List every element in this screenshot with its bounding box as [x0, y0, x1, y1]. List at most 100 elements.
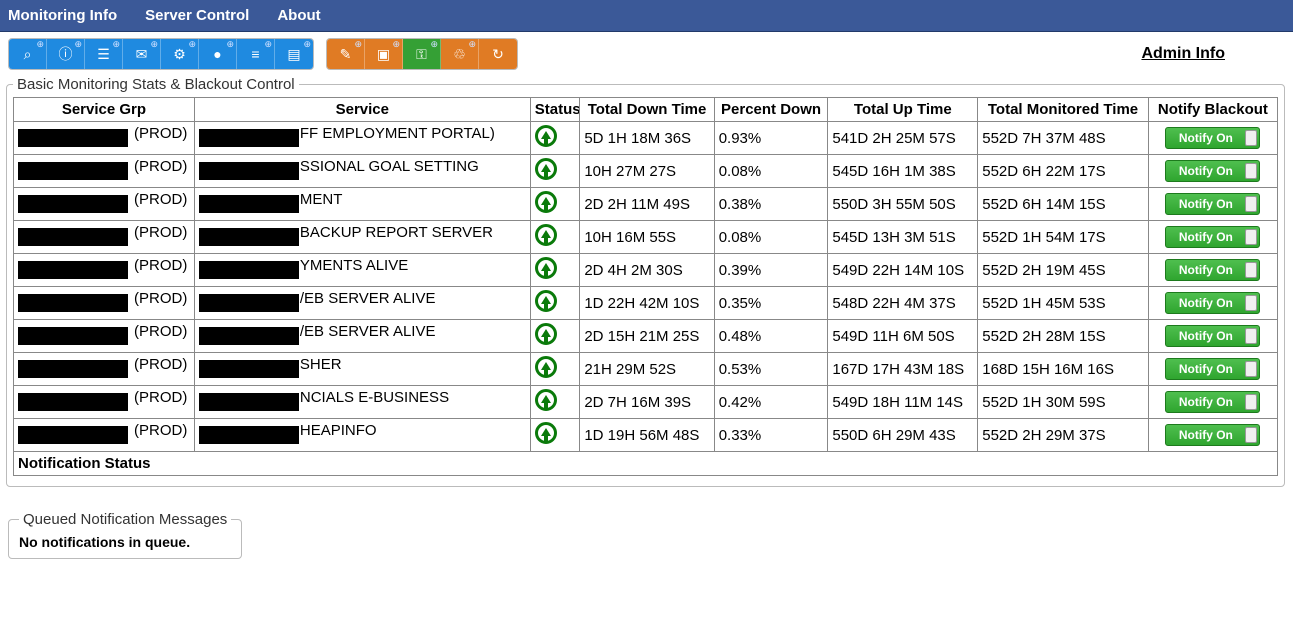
service-grp-suffix: (PROD): [134, 224, 187, 241]
admin-info-link[interactable]: Admin Info: [1141, 45, 1225, 63]
cell-service-grp: (PROD): [14, 155, 195, 188]
cell-up-time: 550D 3H 55M 50S: [828, 188, 978, 221]
cell-percent-down: 0.39%: [714, 254, 828, 287]
notify-on-toggle[interactable]: Notify On: [1165, 391, 1260, 413]
table-row: (PROD)SHER21H 29M 52S0.53%167D 17H 43M 1…: [14, 353, 1278, 386]
notify-on-label: Notify On: [1179, 362, 1233, 376]
tool-group-secondary: ✎⊕▣⊕⚿⊕♲⊕↻: [326, 38, 518, 70]
notify-on-toggle[interactable]: Notify On: [1165, 226, 1260, 248]
cell-service-grp: (PROD): [14, 419, 195, 452]
nav-server-control[interactable]: Server Control: [145, 7, 249, 24]
service-suffix: HEAPINFO: [300, 422, 377, 439]
cell-down-time: 2D 15H 21M 25S: [580, 320, 714, 353]
cell-monitored-time: 168D 15H 16M 16S: [978, 353, 1149, 386]
cell-monitored-time: 552D 1H 45M 53S: [978, 287, 1149, 320]
redacted-text: [18, 162, 128, 180]
service-suffix: MENT: [300, 191, 343, 208]
notify-on-toggle[interactable]: Notify On: [1165, 325, 1260, 347]
col-header-notify-blackout: Notify Blackout: [1148, 98, 1277, 122]
globe-icon[interactable]: ●⊕: [199, 39, 237, 69]
nav-about[interactable]: About: [277, 7, 320, 24]
redacted-text: [199, 195, 299, 213]
notify-on-toggle[interactable]: Notify On: [1165, 193, 1260, 215]
wrench-icon[interactable]: ✎⊕: [327, 39, 365, 69]
toggle-knob: [1245, 427, 1257, 443]
status-up-icon: [535, 323, 557, 345]
redacted-text: [199, 327, 299, 345]
toggle-knob: [1245, 196, 1257, 212]
cell-service-grp: (PROD): [14, 188, 195, 221]
cell-up-time: 549D 18H 11M 14S: [828, 386, 978, 419]
cell-monitored-time: 552D 6H 22M 17S: [978, 155, 1149, 188]
cell-service: FF EMPLOYMENT PORTAL): [194, 122, 530, 155]
redacted-text: [18, 327, 128, 345]
chart-icon[interactable]: ▤⊕: [275, 39, 313, 69]
cell-down-time: 2D 7H 16M 39S: [580, 386, 714, 419]
stats-panel: Basic Monitoring Stats & Blackout Contro…: [6, 76, 1285, 487]
toolbar: ⌕⊕ⓘ⊕☰⊕✉⊕⚙⊕●⊕≡⊕▤⊕ ✎⊕▣⊕⚿⊕♲⊕↻ Admin Info: [0, 32, 1293, 72]
table-header-row: Service Grp Service Status Total Down Ti…: [14, 98, 1278, 122]
notify-on-toggle[interactable]: Notify On: [1165, 259, 1260, 281]
cell-monitored-time: 552D 7H 37M 48S: [978, 122, 1149, 155]
info-icon[interactable]: ⓘ⊕: [47, 39, 85, 69]
cell-service: SHER: [194, 353, 530, 386]
status-up-icon: [535, 125, 557, 147]
document-icon[interactable]: ☰⊕: [85, 39, 123, 69]
gear-icon[interactable]: ⚙⊕: [161, 39, 199, 69]
redacted-text: [199, 162, 299, 180]
notify-on-label: Notify On: [1179, 329, 1233, 343]
table-row: (PROD)NCIALS E-BUSINESS2D 7H 16M 39S0.42…: [14, 386, 1278, 419]
cell-up-time: 549D 22H 14M 10S: [828, 254, 978, 287]
key-icon[interactable]: ⚿⊕: [403, 39, 441, 69]
monitoring-table: Service Grp Service Status Total Down Ti…: [13, 97, 1278, 476]
queue-panel: Queued Notification Messages No notifica…: [8, 511, 242, 559]
cell-percent-down: 0.53%: [714, 353, 828, 386]
redacted-text: [18, 261, 128, 279]
trash-icon[interactable]: ♲⊕: [441, 39, 479, 69]
cell-status: [530, 287, 580, 320]
cell-service-grp: (PROD): [14, 254, 195, 287]
cell-status: [530, 320, 580, 353]
notify-on-toggle[interactable]: Notify On: [1165, 160, 1260, 182]
service-suffix: FF EMPLOYMENT PORTAL): [300, 125, 495, 142]
service-suffix: BACKUP REPORT SERVER: [300, 224, 493, 241]
redacted-text: [18, 426, 128, 444]
refresh-icon[interactable]: ↻: [479, 39, 517, 69]
table-row: (PROD)/EB SERVER ALIVE2D 15H 21M 25S0.48…: [14, 320, 1278, 353]
list-icon[interactable]: ≡⊕: [237, 39, 275, 69]
cell-status: [530, 188, 580, 221]
toggle-knob: [1245, 163, 1257, 179]
cell-up-time: 545D 16H 1M 38S: [828, 155, 978, 188]
cell-service-grp: (PROD): [14, 122, 195, 155]
nav-monitoring[interactable]: Monitoring Info: [8, 7, 117, 24]
cell-service-grp: (PROD): [14, 386, 195, 419]
mail-icon[interactable]: ✉⊕: [123, 39, 161, 69]
notify-on-label: Notify On: [1179, 230, 1233, 244]
status-up-icon: [535, 191, 557, 213]
cell-notify-blackout: Notify On: [1148, 188, 1277, 221]
notify-on-toggle[interactable]: Notify On: [1165, 358, 1260, 380]
cell-service: /EB SERVER ALIVE: [194, 287, 530, 320]
service-grp-suffix: (PROD): [134, 191, 187, 208]
cell-up-time: 541D 2H 25M 57S: [828, 122, 978, 155]
redacted-text: [199, 393, 299, 411]
cell-status: [530, 386, 580, 419]
toggle-knob: [1245, 295, 1257, 311]
binoculars-icon[interactable]: ⌕⊕: [9, 39, 47, 69]
cell-notify-blackout: Notify On: [1148, 353, 1277, 386]
cell-up-time: 549D 11H 6M 50S: [828, 320, 978, 353]
cell-up-time: 548D 22H 4M 37S: [828, 287, 978, 320]
notify-on-label: Notify On: [1179, 131, 1233, 145]
redacted-text: [199, 294, 299, 312]
image-icon[interactable]: ▣⊕: [365, 39, 403, 69]
cell-down-time: 10H 27M 27S: [580, 155, 714, 188]
table-row: (PROD)FF EMPLOYMENT PORTAL)5D 1H 18M 36S…: [14, 122, 1278, 155]
notify-on-toggle[interactable]: Notify On: [1165, 292, 1260, 314]
table-row: (PROD)SSIONAL GOAL SETTING10H 27M 27S0.0…: [14, 155, 1278, 188]
toggle-knob: [1245, 229, 1257, 245]
cell-service: BACKUP REPORT SERVER: [194, 221, 530, 254]
notify-on-toggle[interactable]: Notify On: [1165, 127, 1260, 149]
cell-up-time: 167D 17H 43M 18S: [828, 353, 978, 386]
service-suffix: /EB SERVER ALIVE: [300, 323, 436, 340]
notify-on-toggle[interactable]: Notify On: [1165, 424, 1260, 446]
